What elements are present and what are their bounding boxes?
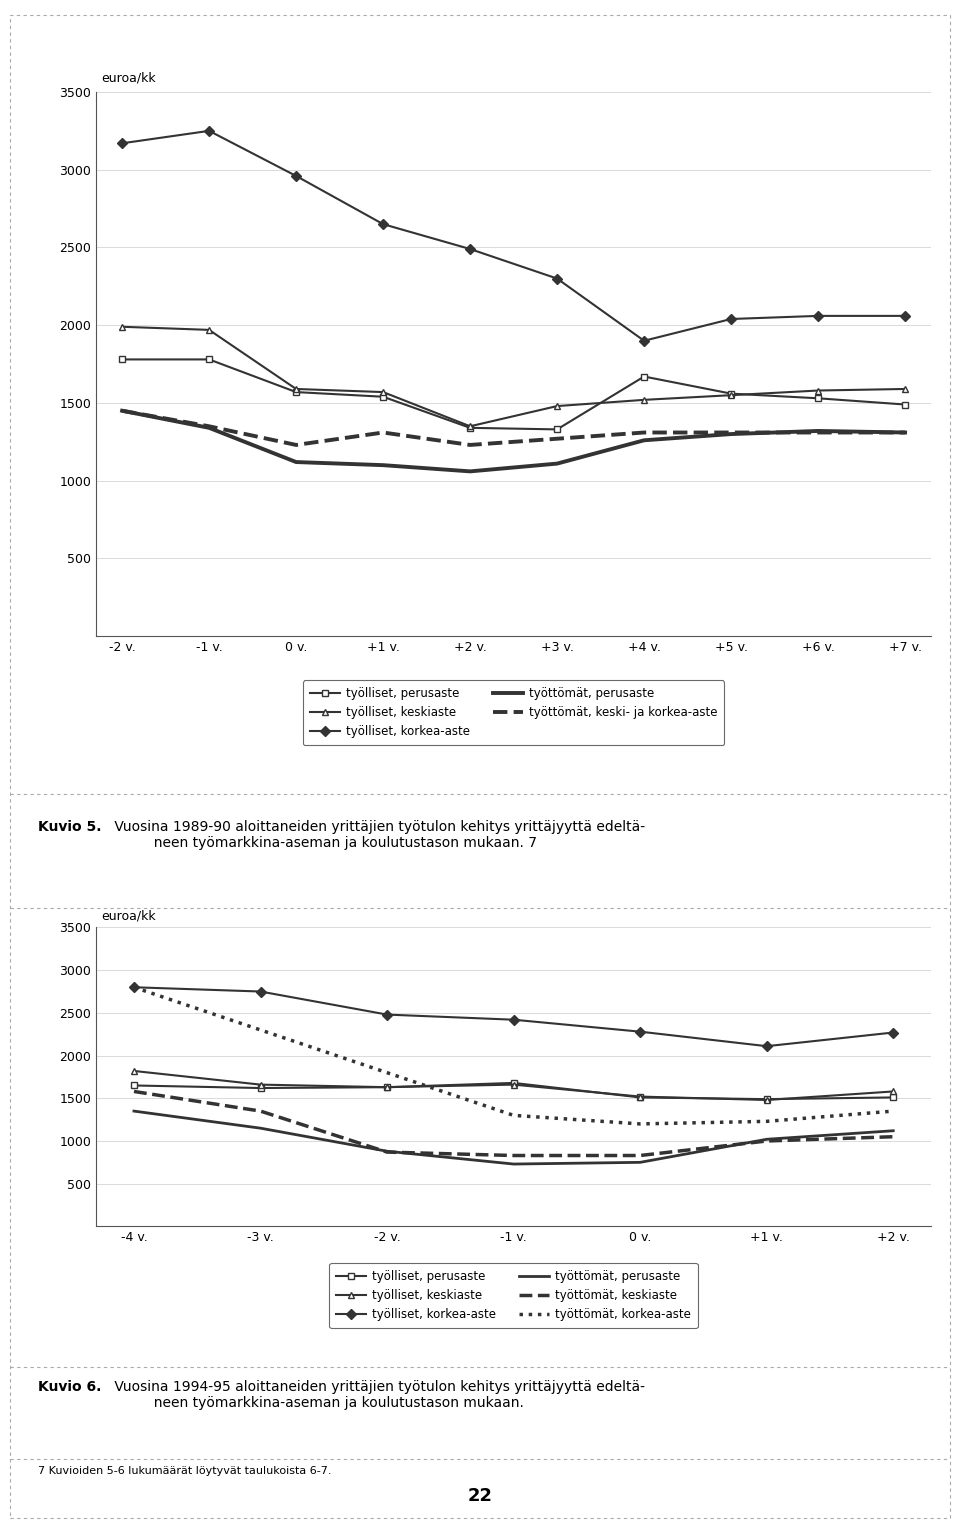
Text: euroa/kk: euroa/kk [101,911,156,923]
Text: Kuvio 6.: Kuvio 6. [38,1380,102,1393]
Legend: työlliset, perusaste, työlliset, keskiaste, työlliset, korkea-aste, työttömät, p: työlliset, perusaste, työlliset, keskias… [303,681,724,745]
Legend: työlliset, perusaste, työlliset, keskiaste, työlliset, korkea-aste, työttömät, p: työlliset, perusaste, työlliset, keskias… [329,1263,698,1328]
Text: euroa/kk: euroa/kk [101,72,156,84]
Text: Vuosina 1989-90 aloittaneiden yrittäjien työtulon kehitys yrittäjyyttä edeltä-
 : Vuosina 1989-90 aloittaneiden yrittäjien… [110,820,645,851]
Text: Vuosina 1994-95 aloittaneiden yrittäjien työtulon kehitys yrittäjyyttä edeltä-
 : Vuosina 1994-95 aloittaneiden yrittäjien… [110,1380,645,1410]
Text: 7 Kuvioiden 5-6 lukumäärät löytyvät taulukoista 6-7.: 7 Kuvioiden 5-6 lukumäärät löytyvät taul… [38,1466,332,1476]
Text: Kuvio 5.: Kuvio 5. [38,820,102,834]
Text: 22: 22 [468,1487,492,1505]
